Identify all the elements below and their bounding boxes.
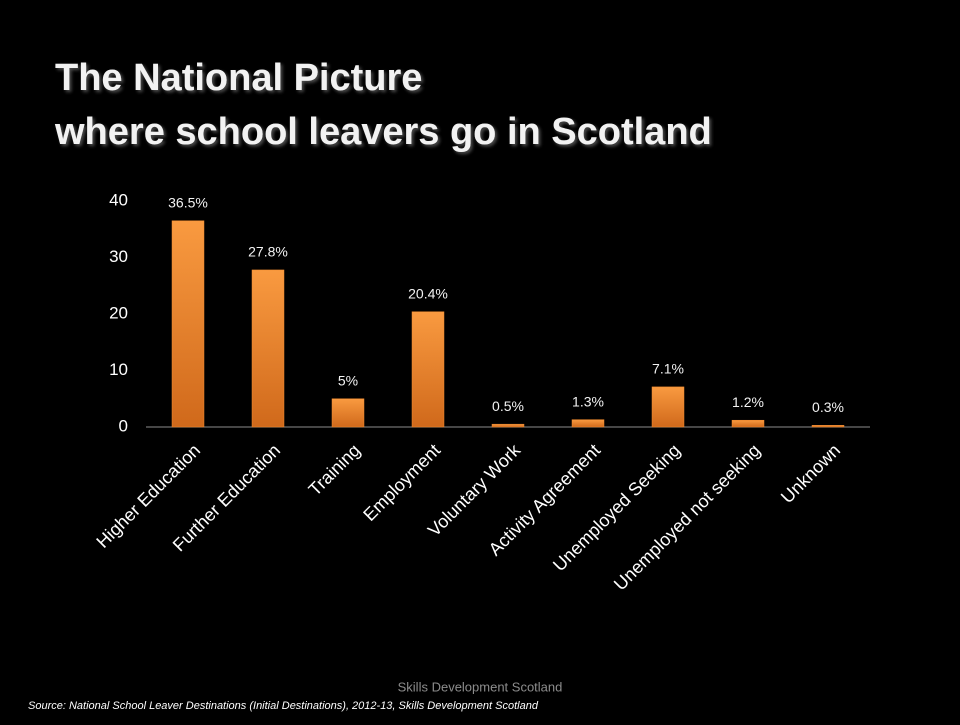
- y-tick-label: 10: [109, 360, 128, 379]
- value-label: 0.5%: [492, 398, 524, 414]
- bar: [651, 386, 685, 428]
- value-label: 5%: [338, 372, 358, 388]
- footer: Skills Development Scotland: [398, 679, 563, 694]
- value-label: 1.3%: [572, 393, 604, 409]
- source-note: Source: National School Leaver Destinati…: [28, 700, 539, 712]
- chart-title: The National Picture: [55, 57, 422, 99]
- bar: [811, 425, 845, 428]
- bar: [251, 269, 285, 428]
- bar: [171, 220, 205, 428]
- y-tick-label: 0: [119, 416, 128, 435]
- value-label: 0.3%: [812, 399, 844, 415]
- y-tick-label: 20: [109, 303, 128, 322]
- y-tick-label: 40: [109, 190, 128, 209]
- value-label: 36.5%: [168, 194, 208, 210]
- y-tick-label: 30: [109, 247, 128, 266]
- value-label: 20.4%: [408, 285, 448, 301]
- value-label: 1.2%: [732, 394, 764, 410]
- value-label: 27.8%: [248, 244, 288, 260]
- bar: [731, 419, 765, 428]
- bar: [411, 311, 445, 428]
- bar: [331, 398, 365, 428]
- bar: [571, 419, 605, 428]
- value-label: 7.1%: [652, 361, 684, 377]
- chart-subtitle: where school leavers go in Scotland: [54, 111, 712, 153]
- bar: [491, 423, 525, 428]
